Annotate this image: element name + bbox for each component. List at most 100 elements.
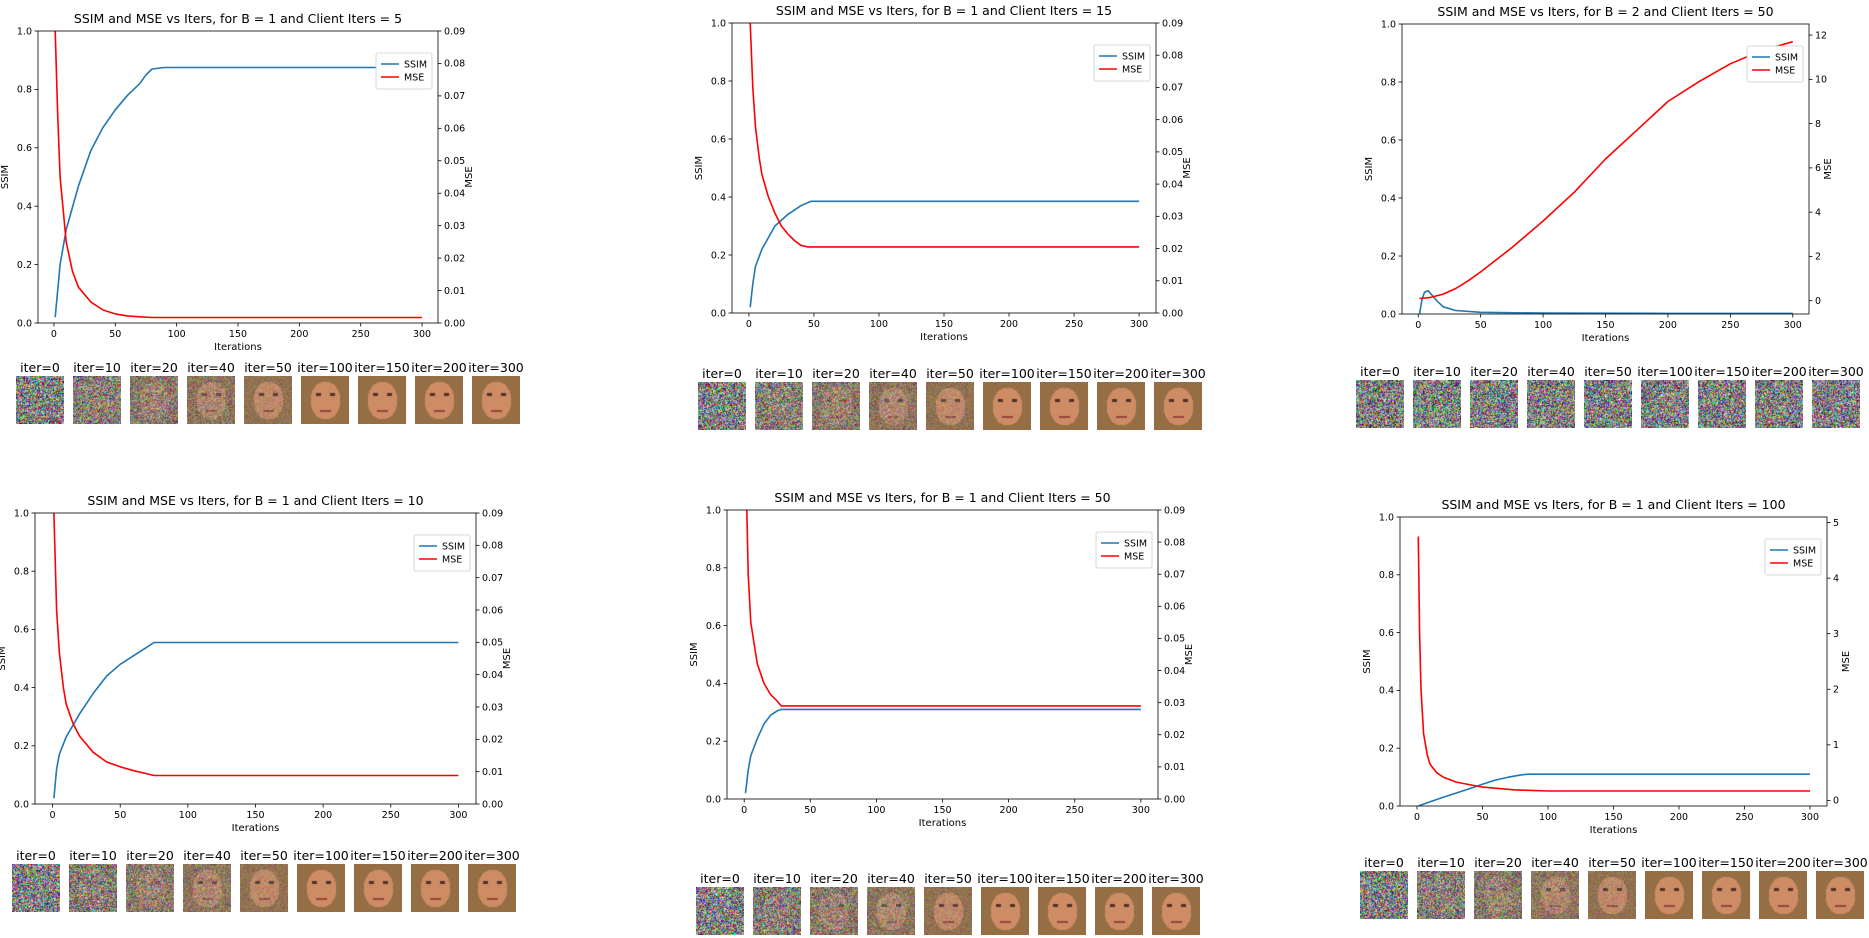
thumbnail: iter=300 — [1148, 871, 1204, 935]
y-tick-label: 1.0 — [1381, 19, 1396, 30]
y2-tick-label: 0.09 — [444, 26, 465, 37]
x-tick-label: 0 — [50, 810, 56, 821]
y-axis-label: SSIM — [1362, 649, 1373, 673]
series-line-mse — [1417, 536, 1810, 792]
y2-tick-label: 0.09 — [1164, 505, 1185, 516]
y2-tick-label: 0.06 — [444, 124, 465, 135]
thumbnail-label: iter=200 — [1755, 855, 1811, 870]
x-tick-label: 200 — [1670, 812, 1688, 823]
y-tick-label: 0.4 — [711, 192, 726, 203]
thumbnail: iter=20 — [122, 848, 178, 912]
x-axis-label: Iterations — [232, 823, 280, 834]
reconstruction-image — [1097, 382, 1145, 430]
thumbnail-label: iter=10 — [69, 848, 117, 863]
y-tick-label: 0.4 — [1379, 686, 1394, 697]
y-tick-label: 0.4 — [17, 202, 32, 213]
y2-tick-label: 0.03 — [1164, 698, 1185, 709]
y2-tick-label: 0.08 — [482, 541, 503, 552]
y-tick-label: 0.0 — [14, 799, 29, 810]
plot-area — [744, 510, 1141, 794]
series-line-mse — [1419, 40, 1794, 300]
thumbnail: iter=0 — [694, 366, 750, 430]
thumbnail-label: iter=0 — [20, 360, 60, 375]
x-tick-label: 200 — [1000, 319, 1018, 330]
x-tick-label: 0 — [741, 805, 747, 816]
legend: SSIM MSE — [1093, 44, 1151, 82]
x-tick-label: 0 — [1415, 320, 1421, 331]
chart-panel-2: SSIM and MSE vs Iters, for B = 1 and Cli… — [692, 1, 1208, 349]
thumbnail: iter=300 — [1808, 364, 1864, 428]
legend-label-ssim: SSIM — [1793, 545, 1816, 556]
series-line-mse — [54, 31, 422, 319]
reconstruction-image — [1588, 871, 1636, 919]
thumbnail: iter=150 — [1694, 364, 1750, 428]
legend-box — [1764, 538, 1822, 576]
y-tick-label: 0.2 — [1379, 744, 1394, 755]
reconstruction-image — [301, 376, 349, 424]
thumbnail-label: iter=300 — [1148, 871, 1204, 886]
y2-tick-label: 2 — [1833, 685, 1839, 696]
x-tick-label: 250 — [1735, 812, 1753, 823]
chart-panel-4: SSIM and MSE vs Iters, for B = 1 and Cli… — [0, 491, 528, 840]
y2-tick-label: 0.09 — [1162, 18, 1183, 29]
chart-title: SSIM and MSE vs Iters, for B = 1 and Cli… — [74, 11, 402, 26]
y-tick-label: 1.0 — [1379, 512, 1394, 523]
thumbnail-label: iter=20 — [1474, 855, 1522, 870]
y2-tick-label: 0.05 — [1162, 147, 1183, 158]
x-axis-label: Iterations — [214, 342, 262, 353]
thumbnail: iter=40 — [863, 871, 919, 935]
thumbnail: iter=50 — [922, 366, 978, 430]
thumbnail: iter=40 — [865, 366, 921, 430]
axes-frame — [1399, 516, 1828, 807]
legend-label-mse: MSE — [1122, 64, 1142, 75]
reconstruction-image — [1759, 871, 1807, 919]
thumbnail-label: iter=50 — [1584, 364, 1632, 379]
chart-panel-1: SSIM and MSE vs Iters, for B = 1 and Cli… — [0, 9, 490, 359]
thumbnail: iter=0 — [1352, 364, 1408, 428]
x-tick-label: 100 — [179, 810, 197, 821]
thumbnail-label: iter=300 — [468, 360, 524, 375]
plot-area — [54, 31, 422, 319]
thumbnail: iter=150 — [1034, 871, 1090, 935]
x-tick-label: 300 — [449, 810, 467, 821]
y-axis-label: SSIM — [689, 642, 700, 666]
legend-box — [1746, 45, 1804, 83]
chart-svg-1: SSIM and MSE vs Iters, for B = 1 and Cli… — [0, 11, 475, 353]
x-tick-label: 250 — [1721, 320, 1739, 331]
reconstruction-image — [354, 864, 402, 912]
chart-title: SSIM and MSE vs Iters, for B = 1 and Cli… — [774, 490, 1110, 505]
thumbnail-label: iter=0 — [700, 871, 740, 886]
thumbnail: iter=20 — [126, 360, 182, 424]
thumbnail-label: iter=100 — [1637, 364, 1693, 379]
reconstruction-image — [867, 887, 915, 935]
legend: SSIM MSE — [413, 534, 471, 572]
reconstruction-image — [1413, 380, 1461, 428]
y-axis-label: SSIM — [0, 165, 11, 189]
y2-tick-label: 0.01 — [1162, 276, 1183, 287]
reconstruction-image — [1417, 871, 1465, 919]
y2-tick-label: 0.07 — [482, 573, 503, 584]
y2-tick-label: 0.02 — [482, 735, 503, 746]
reconstruction-image — [983, 382, 1031, 430]
plot-area — [1418, 40, 1794, 314]
x-tick-label: 50 — [804, 805, 816, 816]
y2-tick-label: 1 — [1833, 740, 1839, 751]
reconstruction-image — [130, 376, 178, 424]
thumbnail: iter=150 — [354, 360, 410, 424]
series-line-ssim — [1418, 773, 1810, 806]
thumbnail-label: iter=20 — [812, 366, 860, 381]
reconstruction-image — [1040, 382, 1088, 430]
x-tick-label: 150 — [1596, 320, 1614, 331]
series-line-mse — [746, 510, 1141, 707]
thumbnail: iter=50 — [236, 848, 292, 912]
y2-axis-label: MSE — [1184, 644, 1195, 665]
thumbnail: iter=40 — [1527, 855, 1583, 919]
thumbnail-label: iter=150 — [354, 360, 410, 375]
thumbnail: iter=150 — [1036, 366, 1092, 430]
chart-svg-6: SSIM and MSE vs Iters, for B = 1 and Cli… — [1362, 497, 1852, 836]
y2-axis-label: MSE — [464, 166, 475, 187]
legend-label-ssim: SSIM — [1775, 52, 1798, 63]
reconstruction-image — [755, 382, 803, 430]
y-tick-label: 0.6 — [14, 625, 29, 636]
y2-tick-label: 0.05 — [482, 638, 503, 649]
